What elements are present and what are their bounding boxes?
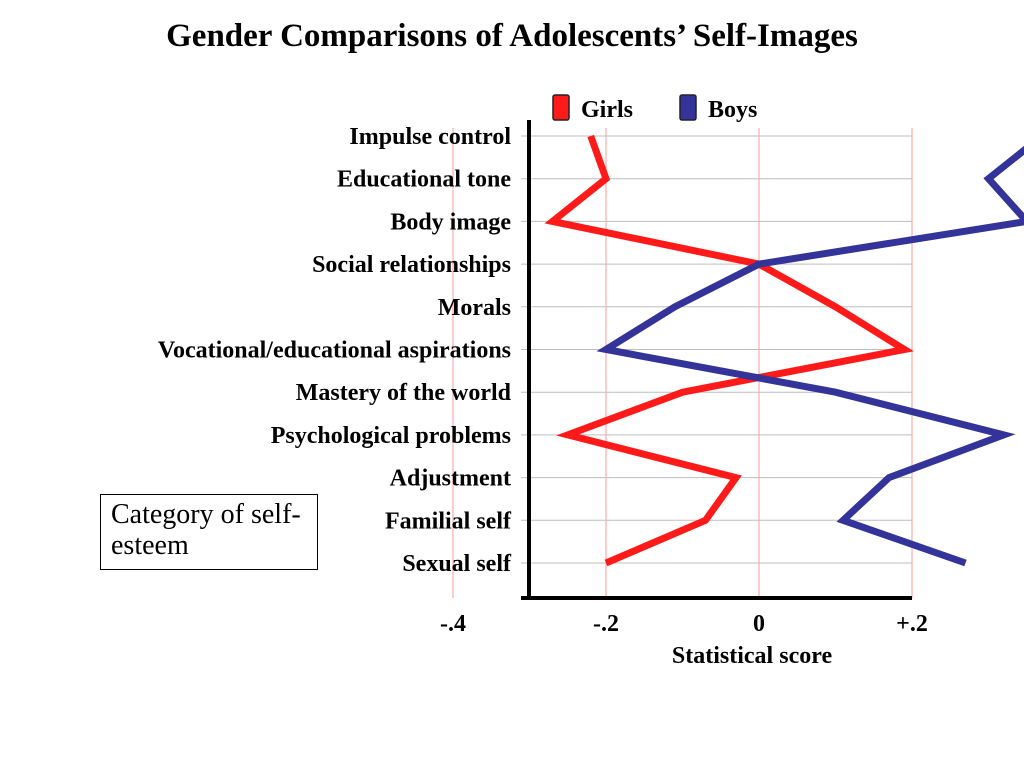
- x-tick-label-0: -.4: [440, 611, 466, 637]
- x-tick-label-3: +.2: [896, 611, 928, 637]
- legend-swatch-girls: [552, 94, 570, 121]
- category-label-2: Body image: [390, 209, 511, 235]
- legend-label-boys: Boys: [708, 97, 757, 123]
- chart-title: Gender Comparisons of Adolescents’ Self-…: [166, 18, 858, 54]
- category-label-4: Morals: [438, 295, 511, 321]
- x-tick-label-2: 0: [753, 611, 765, 637]
- category-label-1: Educational tone: [337, 167, 511, 193]
- y-axis-label-box: Category of self-esteem: [100, 494, 318, 570]
- legend-label-girls: Girls: [581, 97, 633, 123]
- x-tick-label-1: -.2: [593, 611, 619, 637]
- y-axis-label: Category of self-esteem: [111, 499, 301, 561]
- x-axis-label: Statistical score: [672, 643, 833, 669]
- grid-lines: [452, 128, 913, 598]
- category-label-5: Vocational/educational aspirations: [158, 338, 511, 364]
- category-label-10: Sexual self: [402, 551, 512, 577]
- x-tick-labels: -.4-.20+.2+.4: [440, 611, 928, 637]
- legend-swatch-boys: [679, 94, 697, 121]
- category-label-9: Familial self: [385, 508, 512, 534]
- category-label-0: Impulse control: [349, 124, 511, 150]
- category-label-6: Mastery of the world: [296, 380, 512, 406]
- series-lines: [544, 134, 1024, 567]
- axes: [521, 120, 912, 600]
- category-labels: Impulse control Educational tone Body imag…: [158, 124, 512, 577]
- legend: Girls Boys: [552, 94, 757, 123]
- category-label-8: Adjustment: [390, 466, 511, 492]
- category-label-7: Psychological problems: [271, 423, 511, 449]
- category-label-3: Social relationships: [312, 252, 511, 278]
